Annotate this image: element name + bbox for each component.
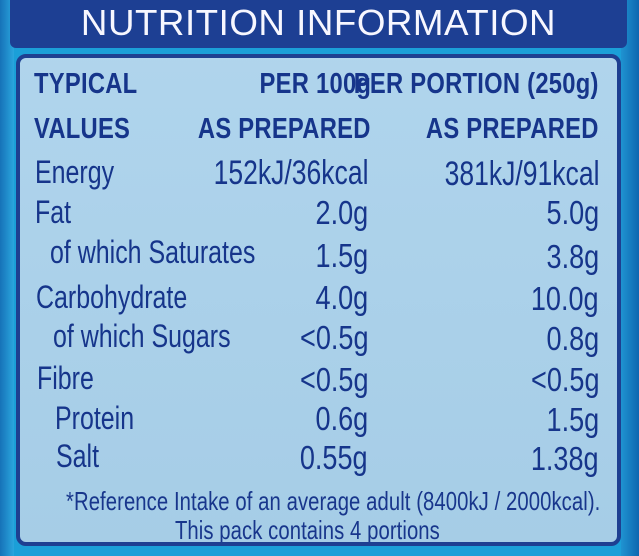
- right-packaging-edge: [621, 0, 639, 556]
- header-values: VALUES: [34, 113, 131, 145]
- reference-intake-note: *Reference Intake of an average adult (8…: [66, 486, 601, 516]
- row-carbohydrate-per100: 4.0g: [315, 279, 368, 316]
- row-energy-label: Energy: [35, 154, 115, 190]
- row-carbohydrate-label: Carbohydrate: [36, 279, 188, 315]
- header-typical: TYPICAL: [34, 68, 138, 100]
- row-fibre-label: Fibre: [37, 360, 94, 396]
- row-fat-portion: 5.0g: [546, 194, 599, 231]
- row-sugars-per100: <0.5g: [299, 319, 368, 356]
- pack-portions-note: This pack contains 4 portions: [174, 515, 440, 545]
- row-salt-portion: 1.38g: [531, 440, 599, 477]
- row-saturates-label: of which Saturates: [50, 234, 256, 270]
- row-protein-portion: 1.5g: [546, 401, 599, 438]
- header-per100-prepared: AS PREPARED: [198, 113, 371, 145]
- nutrition-header-bar: NUTRITION INFORMATION: [10, 0, 627, 48]
- header-portion-prepared: AS PREPARED: [426, 113, 599, 145]
- row-salt-per100: 0.55g: [300, 439, 368, 476]
- row-fibre-per100: <0.5g: [299, 361, 368, 398]
- row-protein-per100: 0.6g: [315, 400, 368, 437]
- row-sugars-label: of which Sugars: [53, 318, 231, 354]
- row-salt-label: Salt: [56, 438, 100, 474]
- nutrition-title: NUTRITION INFORMATION: [80, 2, 557, 43]
- nutrition-panel: TYPICAL VALUES PER 100g AS PREPARED PER …: [16, 54, 621, 546]
- left-packaging-edge: [0, 0, 14, 556]
- row-protein-label: Protein: [55, 400, 135, 436]
- row-energy-portion: 381kJ/91kcal: [444, 155, 599, 193]
- row-saturates-per100: 1.5g: [315, 237, 368, 274]
- row-energy-per100: 152kJ/36kcal: [213, 154, 368, 192]
- row-carbohydrate-portion: 10.0g: [531, 280, 599, 317]
- row-fat-per100: 2.0g: [315, 194, 368, 231]
- header-per100: PER 100g: [259, 68, 371, 100]
- row-fibre-portion: <0.5g: [530, 361, 599, 398]
- row-saturates-portion: 3.8g: [546, 238, 599, 275]
- header-per-portion: PER PORTION (250g): [354, 68, 599, 100]
- row-fat-label: Fat: [35, 194, 72, 230]
- row-sugars-portion: 0.8g: [546, 320, 599, 357]
